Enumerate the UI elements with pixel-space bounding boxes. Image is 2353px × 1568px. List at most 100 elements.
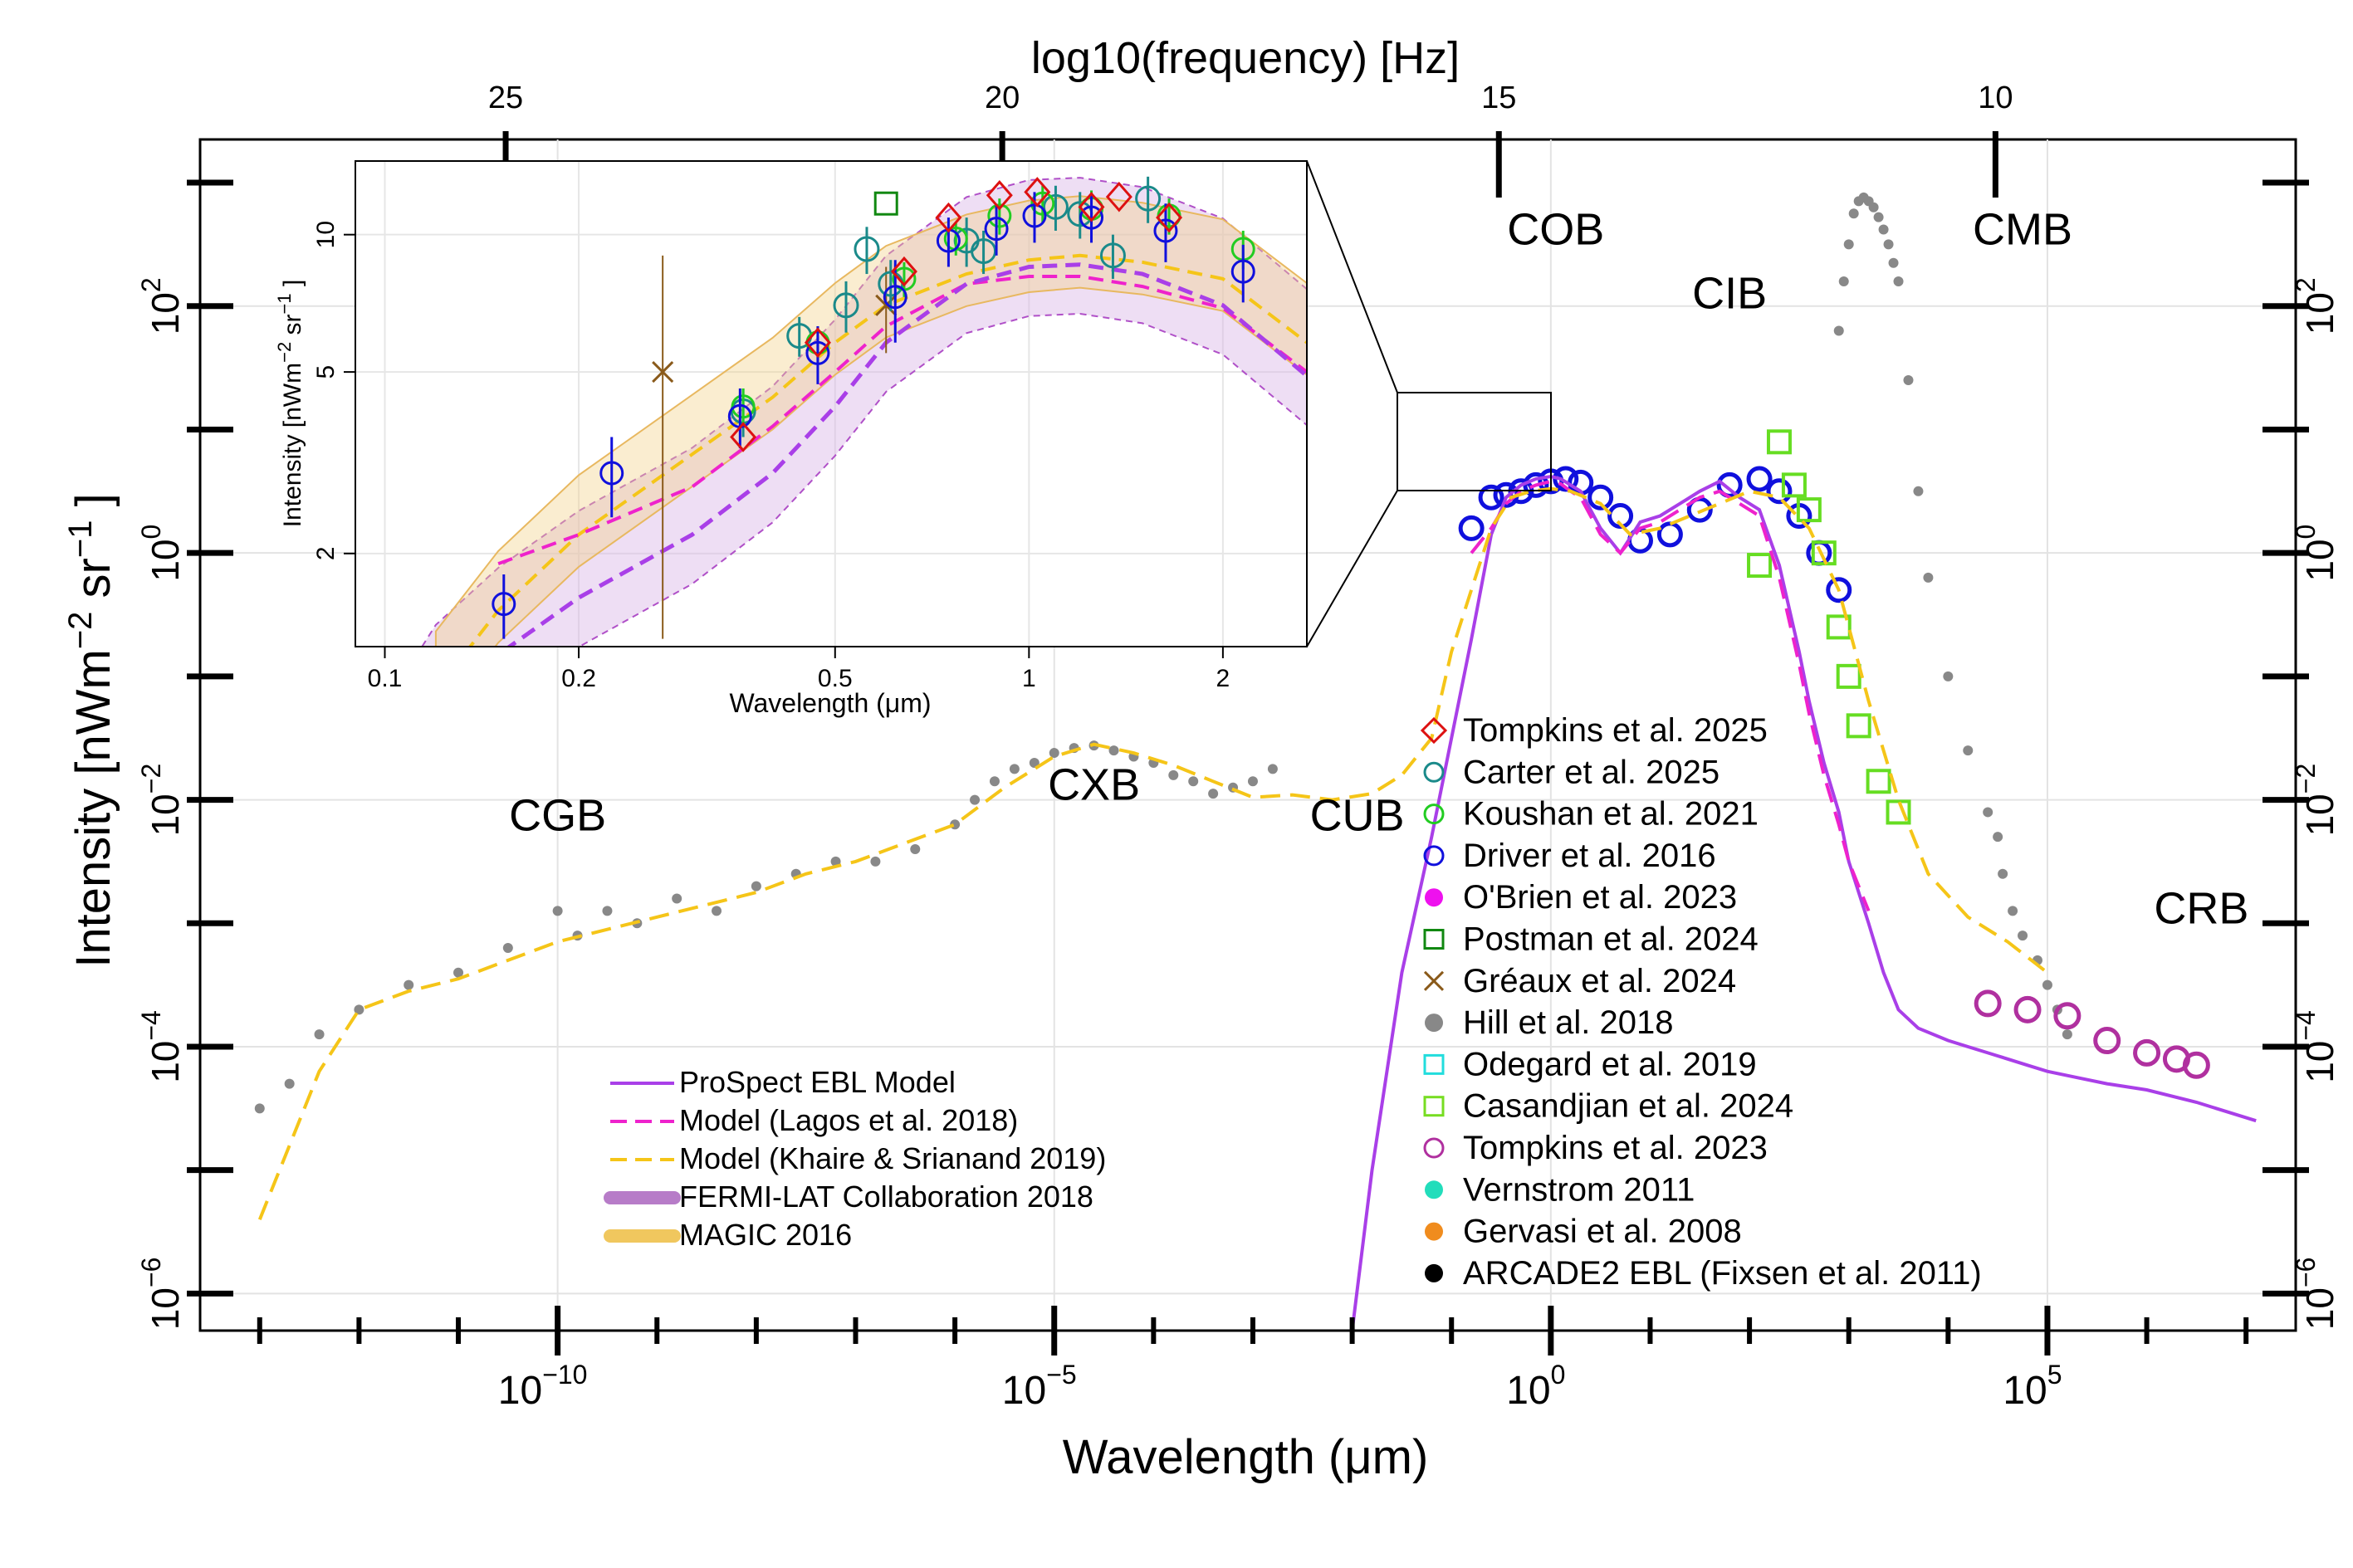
legend-marker (1425, 1180, 1443, 1199)
legend-marker-label: Tompkins et al. 2025 (1463, 712, 1768, 749)
point-hill (1913, 486, 1924, 496)
inset-tompkins-point (935, 202, 962, 233)
y-tick-label-right: 100 (2291, 525, 2341, 582)
point-casandjian (1886, 799, 1911, 825)
point-casandjian (1866, 769, 1891, 794)
legend-marker (1425, 888, 1443, 907)
inset-driver-point (805, 340, 830, 365)
inset-tompkins-point (804, 327, 831, 358)
inset-y-axis-title: Intensity [nWm−2 sr−1 ] (274, 280, 306, 528)
point-driver (1746, 466, 1773, 492)
legend-markers: Tompkins et al. 2025 Carter et al. 2025 Ko… (1420, 712, 1982, 1292)
inset-x-tick-label: 0.1 (368, 665, 403, 692)
inset-x-axis-title: Wavelength (μm) (729, 688, 931, 718)
point-hill (254, 1103, 265, 1114)
point-driver (1587, 484, 1614, 510)
point-hill (1208, 789, 1219, 799)
y-tick-exp: 2 (136, 277, 166, 292)
inset-carter-point (1135, 185, 1162, 212)
point-hill (1049, 748, 1059, 759)
legend-marker-label: Koushan et al. 2021 (1463, 796, 1759, 833)
main-plot-area (254, 192, 2257, 1331)
point-tompkins2023 (2053, 1002, 2082, 1030)
point-hill (602, 906, 613, 916)
inset-y-tick-label: 5 (312, 365, 340, 379)
legend-marker-label: Odegard et al. 2019 (1463, 1046, 1757, 1082)
x-tick-label: 105 (2003, 1360, 2062, 1413)
point-hill (284, 1078, 295, 1089)
y-tick-label-right: 10−4 (2291, 1010, 2341, 1083)
y-tick-label-right: 10−6 (2291, 1258, 2341, 1331)
inset-driver-point (1079, 205, 1104, 230)
inset-x-tick-label: 0.5 (818, 665, 853, 692)
legend-marker-label: Carter et al. 2025 (1463, 754, 1720, 790)
inset-lagos-curve (497, 275, 1307, 565)
inset-driver-point (1153, 218, 1178, 243)
region-label: CIB (1692, 269, 1767, 319)
x-tick-exp: 5 (2047, 1360, 2062, 1390)
point-casandjian (1811, 540, 1837, 566)
legend-marker-label: O'Brien et al. 2023 (1463, 879, 1737, 916)
x-tick-exp: −5 (1046, 1360, 1076, 1390)
region-label: CUB (1310, 791, 1405, 841)
point-tompkins2023 (1974, 989, 2002, 1018)
region-label: CMB (1973, 204, 2072, 254)
top-axis-title: log10(frequency) [Hz] (1031, 33, 1460, 83)
inset-tompkins-point (890, 256, 917, 287)
inset-connector-top (1306, 160, 1398, 393)
point-casandjian (1846, 713, 1871, 739)
point-hill (2018, 931, 2028, 941)
point-hill (870, 856, 881, 867)
legend-marker-label: Vernstrom 2011 (1463, 1171, 1695, 1208)
y-axis-title: Intensity [nWm−2 sr−1 ] (62, 493, 120, 967)
region-labels: CGB CXB CUB COB CIB CMB CRB (509, 204, 2248, 933)
scatter-series (254, 740, 1278, 1114)
x-axis-title: Wavelength (μm) (1063, 1430, 1429, 1484)
legend-line-label: Model (Lagos et al. 2018) (679, 1103, 1018, 1137)
point-hill (1009, 764, 1020, 774)
top-tick-label: 10 (1978, 81, 2013, 115)
y-tick-label-left: 102 (136, 277, 187, 335)
point-hill (1029, 757, 1040, 768)
inset-tompkins-point (1078, 192, 1105, 222)
point-hill (1893, 276, 1904, 287)
inset-tompkins-point (1105, 181, 1132, 212)
inset-x-tick-label: 0.2 (561, 665, 596, 692)
legend-marker (1423, 1053, 1445, 1075)
inset-carter-point (854, 236, 880, 262)
point-driver (1656, 521, 1683, 548)
inset-tompkins-point (986, 179, 1013, 211)
point-casandjian (1796, 497, 1822, 523)
point-tompkins2023 (2182, 1051, 2210, 1079)
inset-carter-point (833, 292, 859, 319)
point-hill (989, 776, 1000, 787)
inset-background (355, 161, 1307, 647)
x-tick-exp: −10 (542, 1360, 587, 1390)
point-hill (1963, 745, 1974, 756)
inset-tompkins-point (1156, 202, 1183, 233)
point-driver (1766, 478, 1793, 505)
legend-marker (1425, 1014, 1443, 1033)
y-tick-label-right: 10−2 (2291, 764, 2341, 837)
point-hill (1923, 572, 1934, 583)
point-hill (1983, 807, 1993, 818)
inset-driver-point (883, 285, 907, 310)
region-label: CXB (1048, 760, 1140, 810)
legend-line-label: FERMI-LAT Collaboration 2018 (679, 1180, 1093, 1214)
scatter-series (1833, 192, 2072, 1040)
y-tick-label-left: 100 (136, 525, 187, 582)
point-hill (1943, 671, 1954, 681)
point-hill (1998, 868, 2008, 879)
inset-zoom-box (1397, 392, 1552, 491)
point-casandjian (1781, 472, 1807, 498)
point-hill (453, 967, 464, 978)
inset-prospect-curve (506, 262, 1307, 647)
inset-driver-point (1230, 259, 1255, 284)
curve-model (257, 486, 2049, 1220)
inset-fermi-band (421, 177, 1307, 647)
inset-carter-point (1042, 193, 1069, 220)
inset-tompkins-point (730, 422, 757, 452)
inset-greaux-point (652, 361, 674, 383)
point-tompkins2023 (2013, 995, 2042, 1023)
